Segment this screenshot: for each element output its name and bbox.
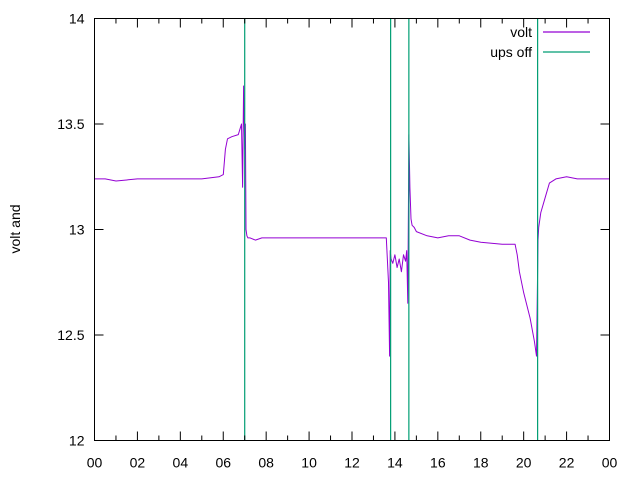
legend: volt ups off — [490, 24, 590, 60]
y-tick-label: 12.5 — [57, 327, 84, 343]
y-tick-label: 12 — [69, 433, 85, 449]
volt-series-line — [94, 85, 610, 357]
x-tick-label: 18 — [473, 455, 489, 471]
x-tick-label: 08 — [258, 455, 274, 471]
y-tick-label: 13.5 — [57, 116, 84, 132]
y-tick-label: 14 — [69, 11, 85, 27]
x-tick-label: 14 — [387, 455, 403, 471]
y-axis-label: volt and — [7, 204, 23, 253]
x-tick-label: 16 — [430, 455, 446, 471]
x-tick-label: 06 — [215, 455, 231, 471]
legend-label: ups off — [490, 44, 532, 60]
y-axis-ticks: 12 12.5 13 13.5 14 — [57, 11, 610, 449]
y-tick-label: 13 — [69, 222, 85, 238]
x-tick-label: 22 — [559, 455, 575, 471]
x-tick-label: 20 — [516, 455, 532, 471]
x-tick-label: 10 — [301, 455, 317, 471]
x-tick-label: 00 — [87, 455, 103, 471]
x-tick-label: 12 — [344, 455, 360, 471]
x-tick-label: 04 — [173, 455, 189, 471]
x-axis-ticks: 00 02 04 06 08 10 12 14 16 18 20 22 00 — [87, 18, 618, 471]
plot-frame — [94, 18, 610, 441]
x-tick-label: 02 — [130, 455, 146, 471]
x-tick-label: 00 — [602, 455, 618, 471]
series-layer — [94, 18, 610, 441]
legend-label: volt — [510, 24, 532, 40]
